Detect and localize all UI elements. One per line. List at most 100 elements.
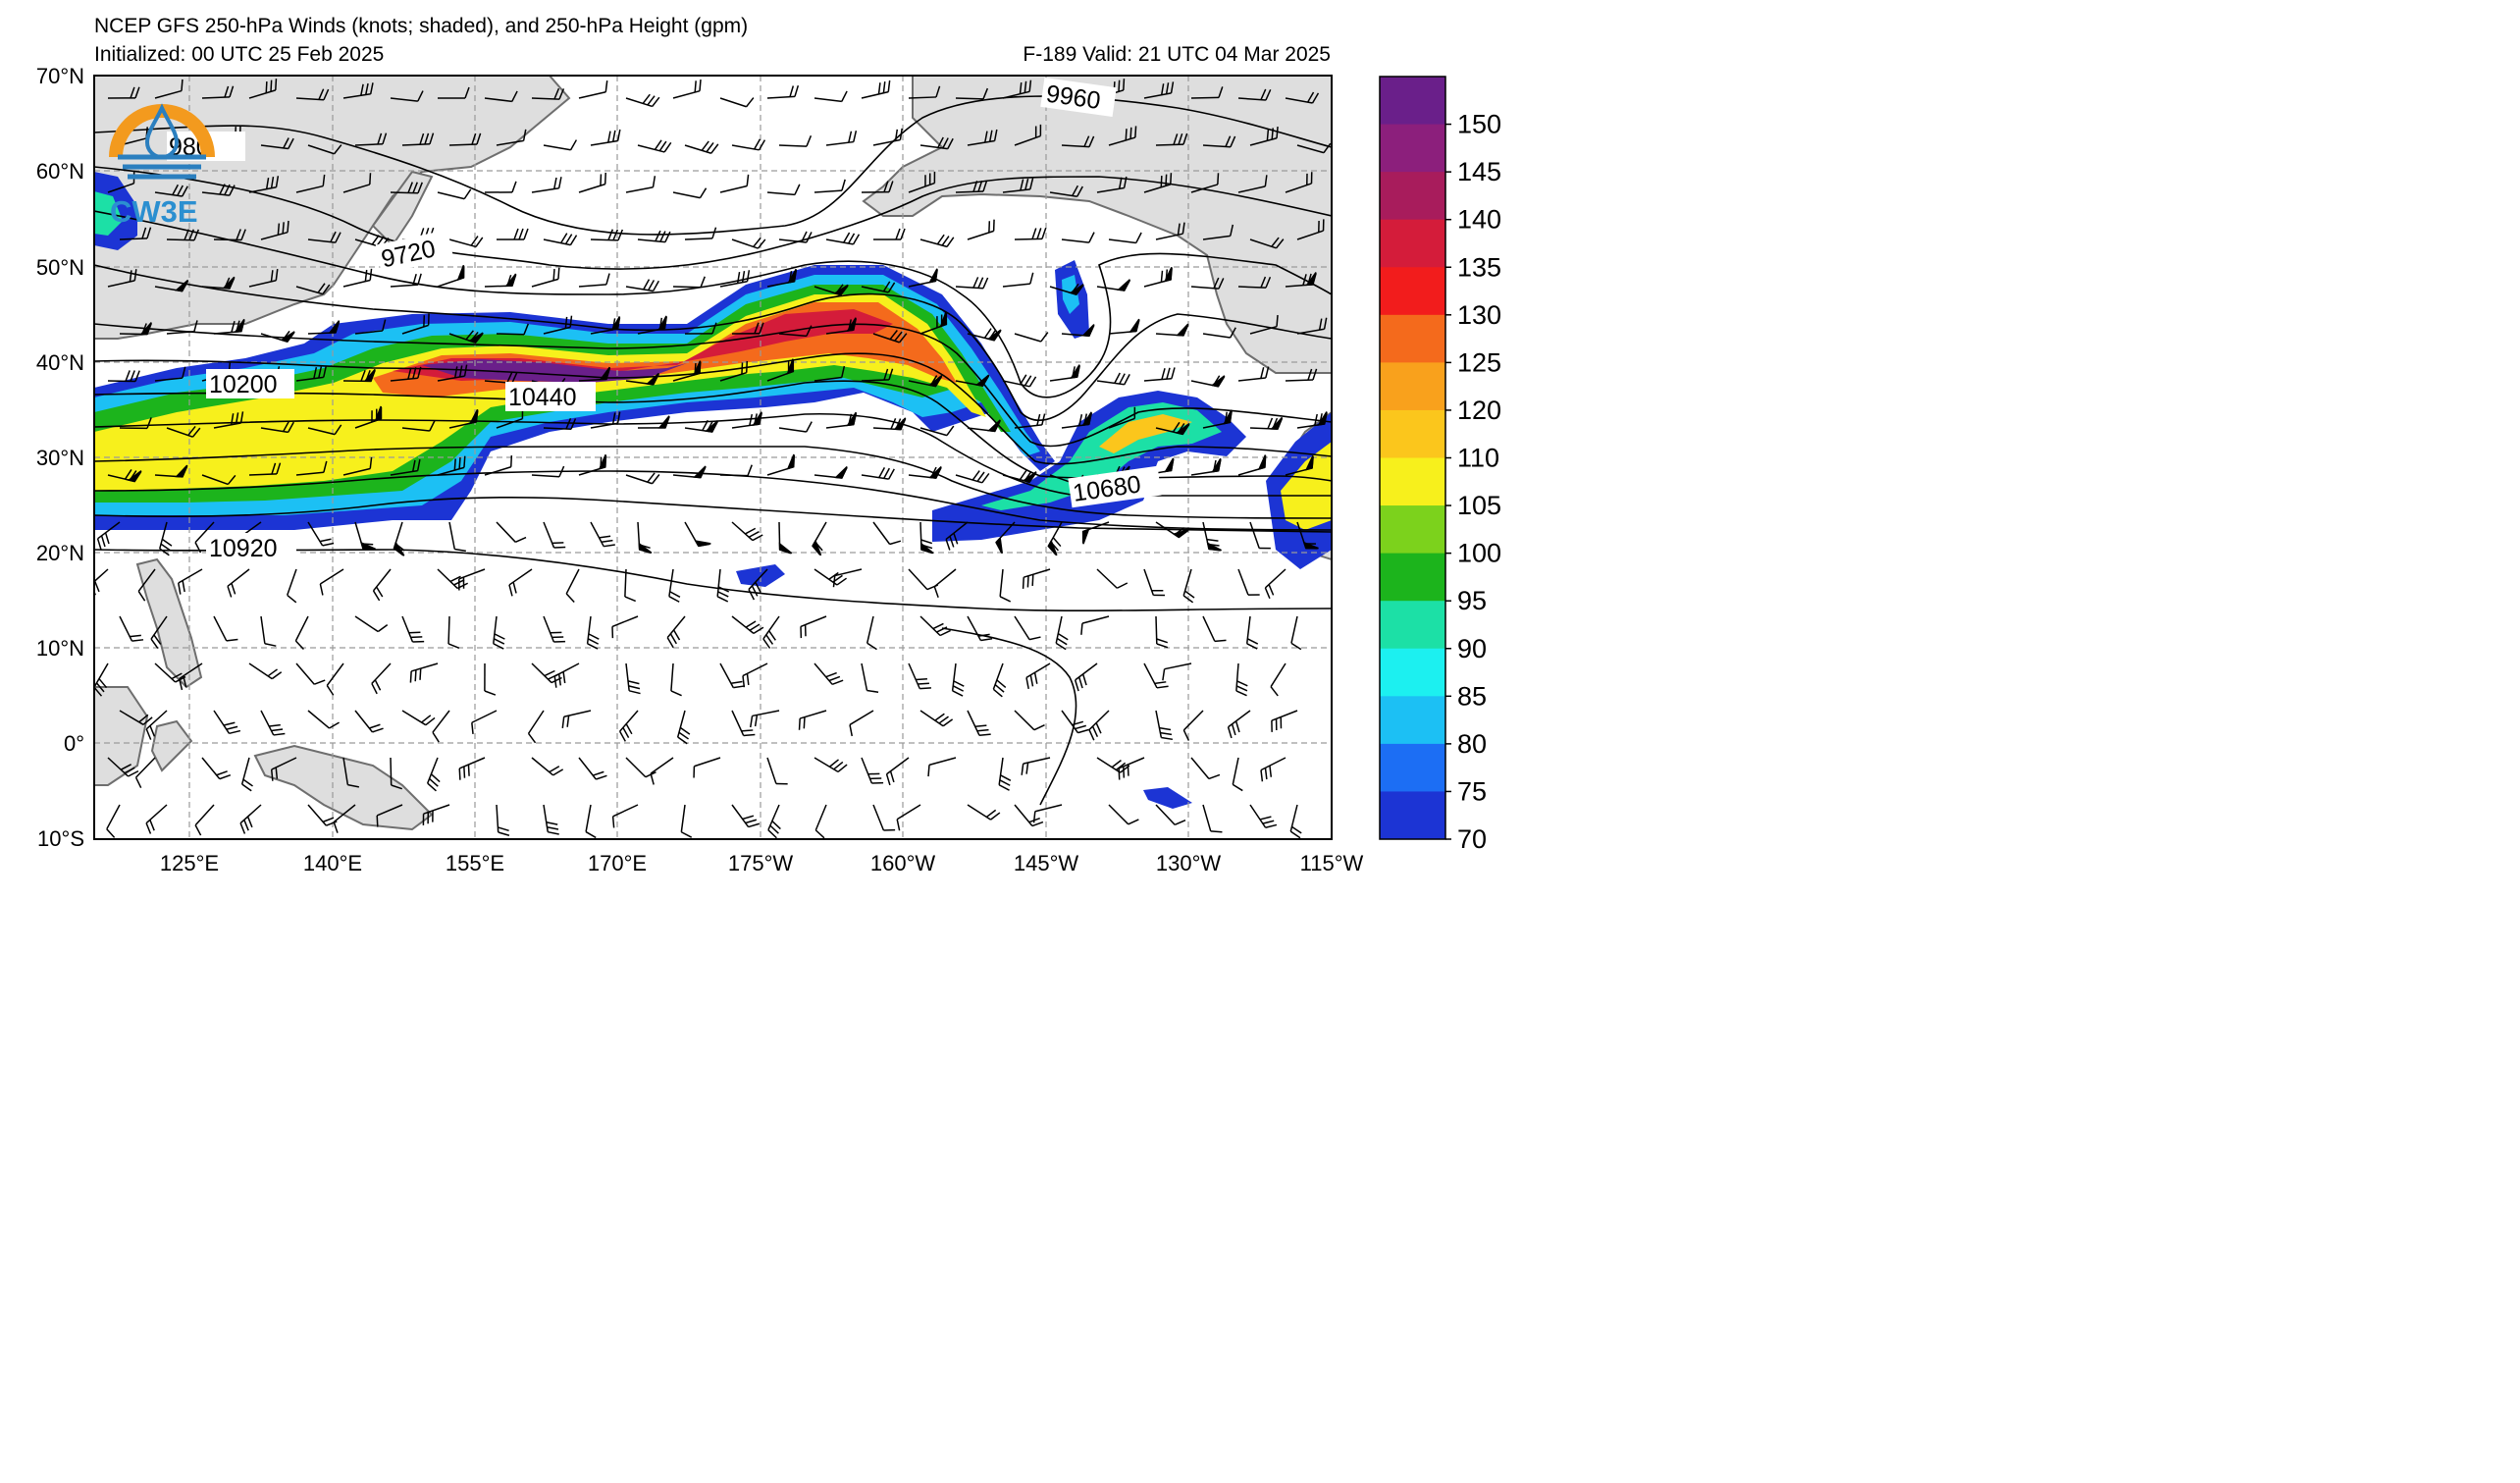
wind-barb: [342, 82, 374, 99]
wind-barb: [371, 662, 392, 695]
wind-barb: [484, 90, 518, 103]
lat-label: 10°S: [37, 826, 84, 851]
colorbar-tick-label: 150: [1457, 110, 1501, 139]
wind-barb: [1061, 324, 1095, 338]
wind-barb: [484, 273, 517, 288]
init-time: Initialized: 00 UTC 25 Feb 2025: [94, 43, 385, 66]
lon-label: 115°W: [1300, 851, 1364, 875]
wind-barb: [748, 568, 768, 601]
wind-barb: [1289, 804, 1302, 839]
wind-barb: [119, 322, 152, 336]
lat-label: 10°N: [36, 636, 84, 661]
wind-barb: [684, 419, 719, 433]
contour-2: [94, 166, 1332, 270]
wind-barb: [1232, 757, 1243, 792]
wind-barb: [354, 521, 376, 551]
wind-barb: [578, 757, 607, 780]
wind-barb: [437, 455, 466, 476]
wind-barb: [154, 279, 189, 292]
wind-barb: [1155, 521, 1189, 539]
wind-barb: [531, 757, 564, 776]
wind-barb: [1061, 411, 1093, 429]
wind-barb: [496, 804, 510, 836]
wind-barb: [1296, 317, 1328, 335]
wind-barb: [814, 757, 848, 773]
lat-label: 40°N: [36, 350, 84, 375]
lat-label: 60°N: [36, 159, 84, 184]
wind-barb: [484, 181, 517, 193]
wind-barb: [814, 804, 827, 839]
wind-barb: [719, 270, 751, 288]
wind-barb: [437, 265, 465, 288]
wind-barb: [625, 662, 641, 695]
wind-barb: [119, 417, 152, 430]
wind-barb: [239, 804, 262, 834]
wind-barb: [637, 521, 653, 554]
wind-barb: [885, 757, 910, 786]
blob-south: [1143, 787, 1192, 809]
colorbar-tick-label: 140: [1457, 205, 1501, 235]
contour-13: [941, 627, 1077, 806]
wind-barb: [896, 804, 921, 831]
wind-barb: [955, 277, 989, 290]
wind-barb: [1264, 568, 1286, 600]
wind-barb: [1096, 568, 1129, 589]
wind-barb: [1014, 228, 1047, 240]
wind-barb: [531, 87, 565, 100]
wind-barb: [676, 710, 691, 745]
wind-barb: [307, 231, 341, 243]
wind-barb: [684, 322, 717, 335]
lat-label: 30°N: [36, 446, 84, 470]
wind-barb: [496, 323, 529, 336]
wind-barb: [260, 137, 294, 150]
wind-barb: [861, 281, 896, 293]
wind-barb: [201, 276, 236, 290]
wind-barb: [684, 140, 719, 154]
wind-barb: [670, 662, 682, 697]
wind-barb: [201, 184, 236, 196]
wind-barb: [919, 615, 951, 637]
wind-barb: [1155, 804, 1186, 826]
wind-barb: [1002, 374, 1037, 388]
colorbar-segment: [1380, 648, 1445, 697]
wind-barb: [1088, 710, 1110, 741]
wind-barb: [825, 232, 861, 245]
wind-barb: [248, 462, 282, 476]
wind-barb: [471, 710, 498, 734]
wind-barb: [260, 710, 286, 736]
wind-barb: [778, 231, 813, 243]
wind-barb: [166, 320, 198, 335]
wind-barbs: [94, 79, 1332, 839]
wind-barb: [908, 268, 938, 288]
wind-barb: [637, 415, 670, 429]
wind-barb: [1143, 81, 1175, 99]
longitude-labels: 125°E 140°E 155°E 170°E 175°W 160°W 145°…: [160, 851, 1364, 875]
wind-barb: [178, 568, 203, 595]
wind-barb: [731, 237, 766, 249]
wind-barb: [1249, 127, 1279, 146]
wind-barb: [194, 521, 215, 554]
wind-barb: [778, 325, 813, 338]
contour-label-10440: 10440: [508, 384, 577, 411]
wind-barb: [666, 615, 686, 649]
wind-barb: [333, 804, 356, 833]
wind-barb: [1022, 568, 1051, 589]
wind-barb: [1235, 662, 1248, 697]
wind-barb: [1108, 318, 1140, 335]
wind-barb: [1049, 283, 1084, 295]
wind-barb: [213, 615, 238, 642]
forecast-map-figure: 9960 9​80 9720 10200 10440 10680 10920 C…: [0, 0, 1539, 894]
wind-barb: [354, 710, 384, 733]
wind-barb: [401, 710, 436, 726]
wind-barb: [437, 86, 470, 99]
wind-barb: [295, 662, 326, 685]
wind-barb: [590, 229, 624, 241]
wind-barb: [1108, 126, 1137, 146]
wind-barb: [625, 176, 656, 193]
colorbar-tick-label: 100: [1457, 539, 1501, 568]
wind-barb: [1237, 276, 1272, 289]
wind-barb: [1202, 135, 1236, 148]
wind-barb: [393, 521, 405, 556]
wind-barb: [1014, 413, 1046, 429]
colorbar-segment: [1380, 124, 1445, 173]
